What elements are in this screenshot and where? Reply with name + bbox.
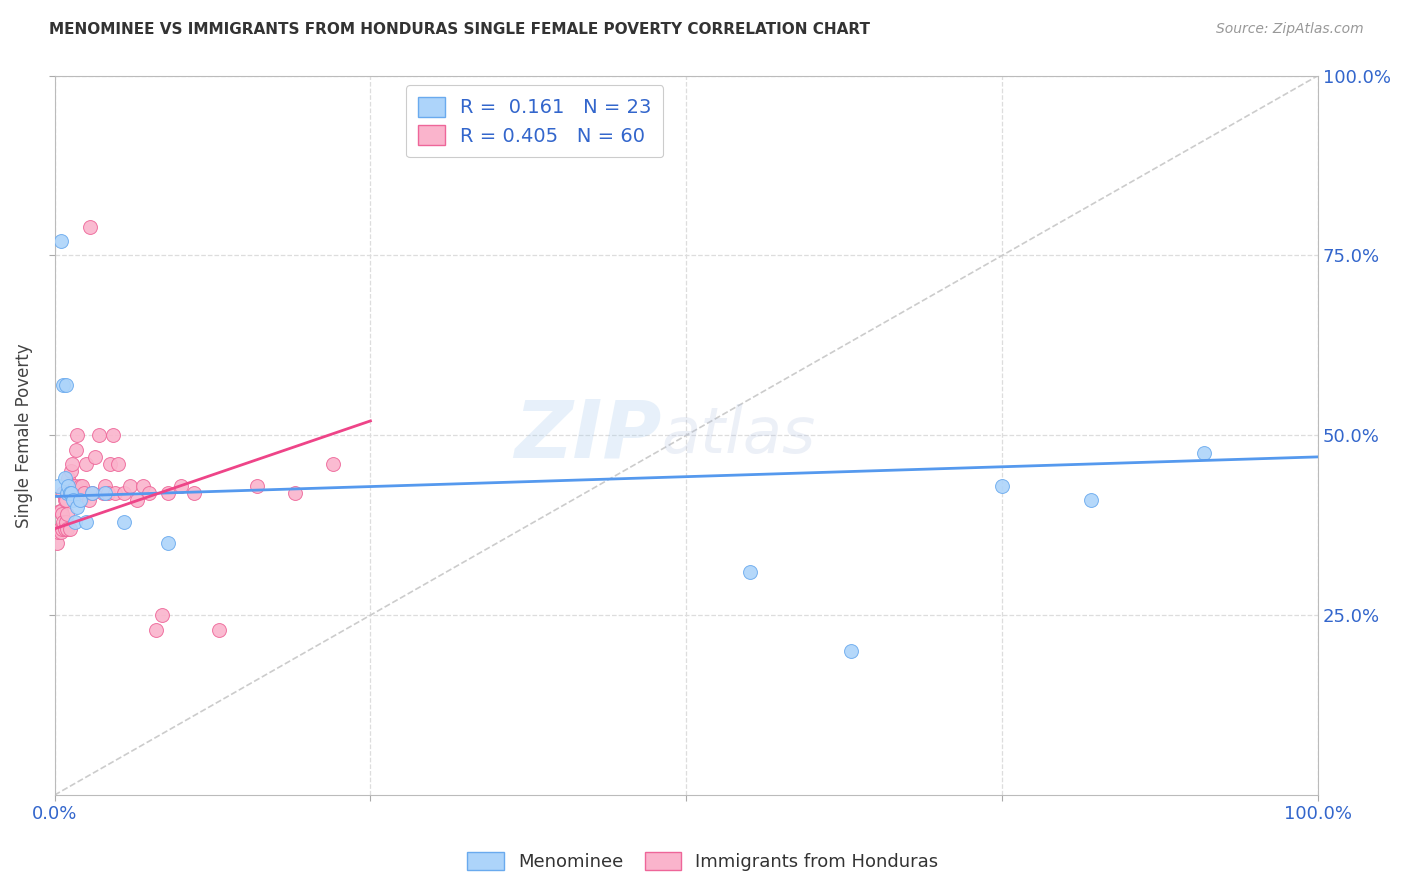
Point — [66, 428, 89, 442]
Point — [132, 478, 155, 492]
Point — [112, 486, 135, 500]
Point — [150, 608, 173, 623]
Point — [59, 486, 82, 500]
Point — [82, 486, 104, 500]
Point — [53, 522, 76, 536]
Text: Source: ZipAtlas.com: Source: ZipAtlas.com — [1216, 22, 1364, 37]
Point — [56, 522, 79, 536]
Point — [58, 486, 80, 500]
Point — [94, 486, 117, 500]
Point — [59, 464, 82, 478]
Point — [1080, 493, 1102, 508]
Point — [63, 515, 86, 529]
Point — [60, 478, 83, 492]
Point — [70, 493, 93, 508]
Point — [246, 478, 269, 492]
Point — [87, 428, 110, 442]
Point — [46, 536, 69, 550]
Point — [157, 486, 180, 500]
Point — [839, 644, 862, 658]
Point — [49, 525, 72, 540]
Point — [72, 486, 94, 500]
Point — [157, 536, 180, 550]
Point — [72, 478, 94, 492]
Point — [75, 457, 97, 471]
Point — [75, 515, 97, 529]
Point — [66, 500, 89, 515]
Point — [48, 504, 70, 518]
Point — [69, 493, 91, 508]
Point — [125, 493, 148, 508]
Point — [56, 486, 79, 500]
Point — [56, 508, 79, 522]
Point — [52, 486, 75, 500]
Point — [145, 623, 167, 637]
Point — [53, 493, 76, 508]
Point — [94, 478, 117, 492]
Point — [59, 486, 82, 500]
Point — [91, 486, 114, 500]
Point — [62, 486, 84, 500]
Point — [98, 457, 121, 471]
Point — [48, 522, 70, 536]
Point — [52, 378, 75, 392]
Point — [63, 478, 86, 492]
Point — [84, 450, 107, 464]
Point — [65, 442, 87, 457]
Point — [46, 525, 69, 540]
Point — [58, 478, 80, 492]
Point — [1194, 446, 1216, 460]
Point — [284, 486, 307, 500]
Point — [59, 522, 82, 536]
Point — [82, 486, 104, 500]
Point — [112, 515, 135, 529]
Point — [107, 457, 129, 471]
Text: ZIP: ZIP — [513, 396, 661, 475]
Point — [67, 486, 90, 500]
Point — [58, 471, 80, 485]
Point — [79, 219, 101, 234]
Point — [101, 428, 124, 442]
Point — [183, 486, 205, 500]
Point — [55, 493, 77, 508]
Point — [138, 486, 160, 500]
Point — [53, 471, 76, 485]
Point — [59, 486, 82, 500]
Point — [738, 565, 761, 579]
Point — [49, 504, 72, 518]
Point — [51, 508, 73, 522]
Point — [322, 457, 344, 471]
Point — [77, 493, 100, 508]
Point — [55, 515, 77, 529]
Point — [51, 522, 73, 536]
Legend: R =  0.161   N = 23, R = 0.405   N = 60: R = 0.161 N = 23, R = 0.405 N = 60 — [406, 86, 664, 157]
Point — [104, 486, 127, 500]
Text: MENOMINEE VS IMMIGRANTS FROM HONDURAS SINGLE FEMALE POVERTY CORRELATION CHART: MENOMINEE VS IMMIGRANTS FROM HONDURAS SI… — [49, 22, 870, 37]
Point — [59, 478, 82, 492]
Point — [97, 486, 120, 500]
Point — [208, 623, 231, 637]
Y-axis label: Single Female Poverty: Single Female Poverty — [15, 343, 32, 527]
Point — [46, 478, 69, 492]
Legend: Menominee, Immigrants from Honduras: Menominee, Immigrants from Honduras — [460, 845, 946, 879]
Text: atlas: atlas — [661, 404, 815, 467]
Point — [62, 493, 84, 508]
Point — [991, 478, 1014, 492]
Point — [69, 478, 91, 492]
Point — [49, 234, 72, 248]
Point — [52, 515, 75, 529]
Point — [55, 378, 77, 392]
Point — [60, 457, 83, 471]
Point — [120, 478, 142, 492]
Point — [170, 478, 193, 492]
